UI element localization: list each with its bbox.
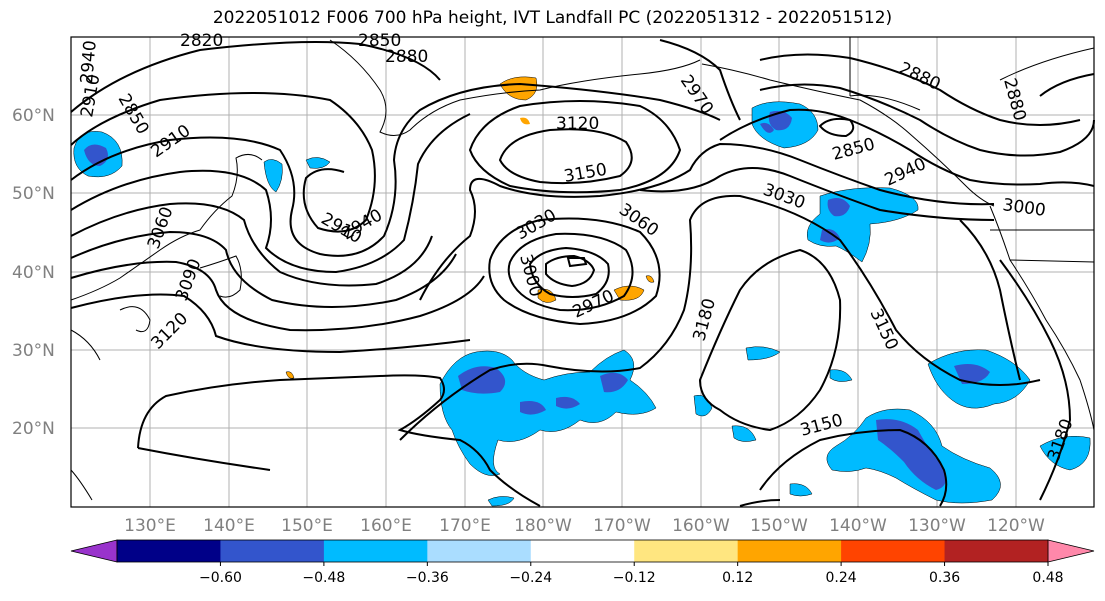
ivt-shading xyxy=(73,76,1091,507)
colorbar-tick-label: −0.60 xyxy=(199,570,242,586)
colorbar-tick-label: 0.12 xyxy=(722,570,753,586)
colorbar-segment xyxy=(841,540,946,562)
colorbar-frame xyxy=(116,539,1049,563)
lon-label: 120°W xyxy=(987,516,1045,536)
lon-label: 150°E xyxy=(281,516,333,536)
lat-label: 30°N xyxy=(12,341,55,361)
lon-labels: 130°E 140°E 150°E 160°E 170°E 180°W 170°… xyxy=(124,516,1045,536)
colorbar-segment xyxy=(634,540,739,562)
lon-label: 180°W xyxy=(514,516,572,536)
lon-label: 130°W xyxy=(908,516,966,536)
lon-label: 160°E xyxy=(360,516,412,536)
colorbar-segment xyxy=(323,540,428,562)
contour-label: 2880 xyxy=(385,47,428,67)
contour-label: 2820 xyxy=(180,31,223,51)
height-contours xyxy=(70,39,1095,507)
colorbar-tick-label: 0.36 xyxy=(929,570,960,586)
colorbar-tick-label: −0.48 xyxy=(302,570,345,586)
colorbar-segment xyxy=(737,540,842,562)
colorbar-extend-right xyxy=(1047,539,1095,563)
lon-label: 140°E xyxy=(203,516,255,536)
lon-label: 130°E xyxy=(124,516,176,536)
colorbar-tick-label: −0.12 xyxy=(613,570,656,586)
lon-label: 170°E xyxy=(439,516,491,536)
lon-label: 160°W xyxy=(672,516,730,536)
colorbar-segment xyxy=(117,540,221,562)
colorbar-segment xyxy=(944,540,1049,562)
colorbar-tick-label: 0.48 xyxy=(1032,570,1063,586)
colorbar: −0.60 −0.48 −0.36 −0.24 −0.12 0.12 0.24 0.36 0.4… xyxy=(70,539,1095,586)
lat-labels: 60°N 50°N 40°N 30°N 20°N xyxy=(12,106,55,439)
colorbar-tick-label: 0.24 xyxy=(826,570,857,586)
lat-label: 60°N xyxy=(12,106,55,126)
lon-label: 170°W xyxy=(593,516,651,536)
lat-label: 40°N xyxy=(12,263,55,283)
map-title: 2022051012 F006 700 hPa height, IVT Land… xyxy=(212,8,893,28)
contour-label: 2850 xyxy=(358,31,401,51)
colorbar-tick-label: −0.36 xyxy=(406,570,449,586)
colorbar-tick-label: −0.24 xyxy=(509,570,552,586)
colorbar-segment xyxy=(530,540,635,562)
coastlines xyxy=(70,37,1095,501)
colorbar-segment xyxy=(427,540,532,562)
lat-label: 20°N xyxy=(12,419,55,439)
contour-label: 2940 xyxy=(77,40,101,85)
map-frame xyxy=(70,36,1095,508)
lon-label: 140°W xyxy=(829,516,887,536)
lon-label: 150°W xyxy=(750,516,808,536)
colorbar-segment xyxy=(220,540,325,562)
colorbar-extend-left xyxy=(70,539,118,563)
lat-label: 50°N xyxy=(12,184,55,204)
contour-label: 3120 xyxy=(556,114,599,134)
